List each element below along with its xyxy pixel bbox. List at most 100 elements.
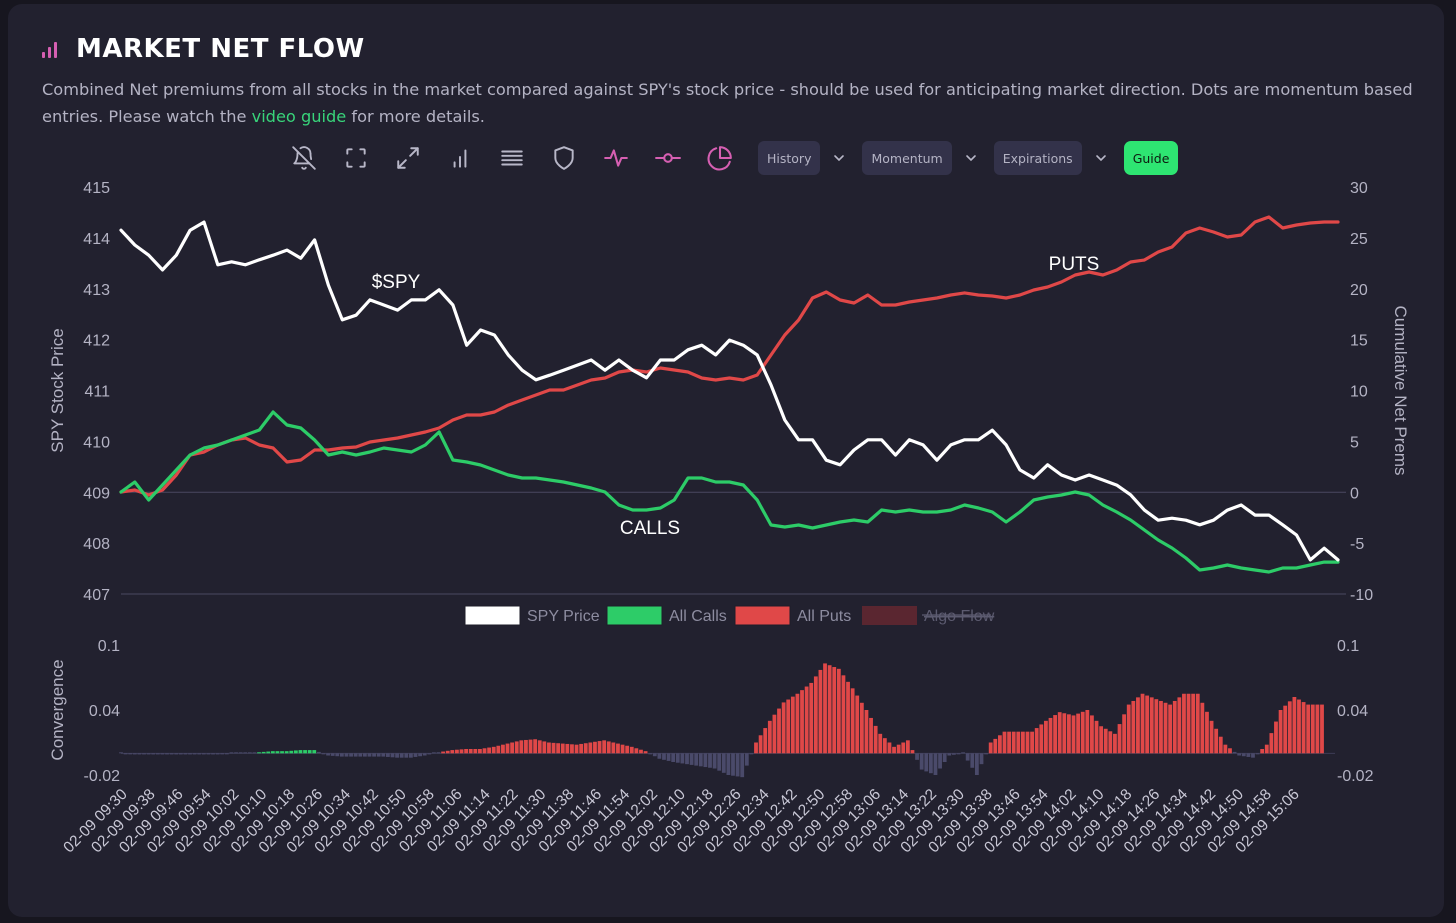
convergence-bar — [1126, 704, 1131, 754]
y2-tick-label: -10 — [1350, 587, 1373, 604]
y2-tick-label: 10 — [1350, 384, 1368, 401]
header: MARKET NET FLOW — [42, 34, 365, 64]
legend-item-all-puts[interactable]: All Puts — [734, 605, 851, 626]
convergence-bar — [1246, 753, 1251, 757]
convergence-bar — [367, 753, 372, 757]
chevron-down-icon[interactable] — [1094, 151, 1108, 165]
convergence-bar — [735, 753, 740, 777]
convergence-bar — [818, 669, 823, 754]
convergence-bar — [303, 750, 307, 754]
convergence-bar — [643, 751, 648, 754]
chevron-down-icon[interactable] — [832, 151, 846, 165]
video-guide-link[interactable]: video guide — [251, 107, 347, 126]
convergence-bar — [887, 742, 892, 754]
toolbar: History Momentum Expirations Guide — [290, 140, 1179, 176]
expand-icon[interactable] — [394, 144, 422, 172]
convergence-bar — [919, 753, 924, 770]
convergence-bar — [1002, 731, 1007, 754]
convergence-bar — [1021, 731, 1025, 754]
convergence-bar — [556, 743, 561, 754]
convergence-bar — [266, 751, 271, 754]
series-line-all-calls — [119, 410, 1340, 574]
convergence-bar — [275, 751, 280, 754]
convergence-bar — [376, 753, 381, 757]
convergence-bar — [970, 753, 975, 768]
convergence-bar — [905, 740, 910, 754]
convergence-bar — [243, 752, 248, 754]
convergence-bar — [284, 751, 289, 754]
convergence-bar — [293, 750, 298, 754]
convergence-bar — [1251, 753, 1255, 758]
convergence-bar — [910, 750, 915, 754]
convergence-bar — [1145, 695, 1150, 754]
convergence-bar — [165, 753, 169, 755]
convergence-bar — [501, 744, 505, 754]
momentum-dropdown[interactable]: Momentum — [862, 141, 952, 175]
legend-item-spy-price[interactable]: SPY Price — [464, 605, 600, 626]
convergence-bar — [413, 753, 418, 757]
legend-label: All Calls — [669, 608, 727, 625]
convergence-bar — [662, 753, 666, 760]
convergence-bar — [859, 702, 864, 754]
convergence-bar — [1223, 744, 1228, 754]
signal-bars-icon[interactable] — [446, 144, 474, 172]
convergence-bar — [620, 744, 625, 754]
convergence-bar — [1108, 731, 1113, 754]
expirations-dropdown[interactable]: Expirations — [993, 141, 1082, 175]
fullscreen-icon[interactable] — [342, 144, 370, 172]
convergence-bar — [758, 735, 763, 754]
description-text-end: for more details. — [346, 107, 485, 126]
convergence-bar — [1315, 704, 1320, 754]
convergence-bar — [616, 743, 620, 754]
market-net-flow-card — [8, 4, 1444, 917]
page-title: MARKET NET FLOW — [76, 34, 365, 64]
chevron-down-icon[interactable] — [964, 151, 978, 165]
guide-button[interactable]: Guide — [1123, 141, 1179, 175]
activity-icon[interactable] — [602, 144, 630, 172]
convergence-bar — [924, 753, 929, 772]
convergence-bar — [445, 750, 450, 754]
pie-chart-icon[interactable] — [706, 144, 734, 172]
convergence-bar — [974, 753, 979, 775]
convergence-bar — [625, 745, 630, 754]
conv-y-axis-label: Convergence — [48, 659, 67, 760]
legend-item-all-calls[interactable]: All Calls — [606, 605, 727, 626]
convergence-bar — [685, 753, 689, 765]
convergence-bar — [169, 753, 174, 755]
y2-tick-label: 0 — [1350, 485, 1359, 502]
convergence-bar — [790, 696, 795, 754]
convergence-bar — [183, 753, 188, 755]
convergence-bar — [238, 752, 243, 754]
legend-swatch — [862, 606, 917, 625]
convergence-bar — [915, 753, 919, 760]
annotation-puts: PUTS — [1049, 254, 1100, 275]
series-line-spy-price — [119, 220, 1340, 562]
legend-item-algo-flow[interactable]: Algo Flow — [862, 606, 995, 625]
convergence-bar — [942, 753, 947, 762]
convergence-bar — [533, 739, 538, 754]
history-dropdown[interactable]: History — [758, 141, 821, 175]
convergence-bar — [602, 740, 607, 754]
convergence-bar — [1195, 693, 1200, 754]
convergence-bar — [215, 753, 220, 755]
convergence-bar — [155, 753, 160, 755]
convergence-bar — [252, 752, 257, 754]
convergence-bar — [257, 752, 261, 754]
convergence-bar — [132, 753, 137, 755]
shield-icon[interactable] — [550, 144, 578, 172]
convergence-bar — [666, 753, 671, 761]
convergence-bar — [1264, 744, 1269, 754]
convergence-bar — [146, 753, 151, 755]
convergence-bar — [800, 690, 804, 754]
y-tick-label: 407 — [83, 587, 110, 604]
convergence-bar — [514, 741, 519, 754]
list-icon[interactable] — [498, 144, 526, 172]
bell-off-icon[interactable] — [290, 144, 318, 172]
legend-label: Algo Flow — [924, 608, 995, 625]
convergence-bar — [749, 753, 754, 755]
convergence-bar — [698, 753, 703, 767]
commit-icon[interactable] — [654, 144, 682, 172]
convergence-bar — [1278, 710, 1283, 754]
conv-y2-tick-label: 0.1 — [1337, 638, 1359, 655]
convergence-bar — [583, 743, 588, 754]
